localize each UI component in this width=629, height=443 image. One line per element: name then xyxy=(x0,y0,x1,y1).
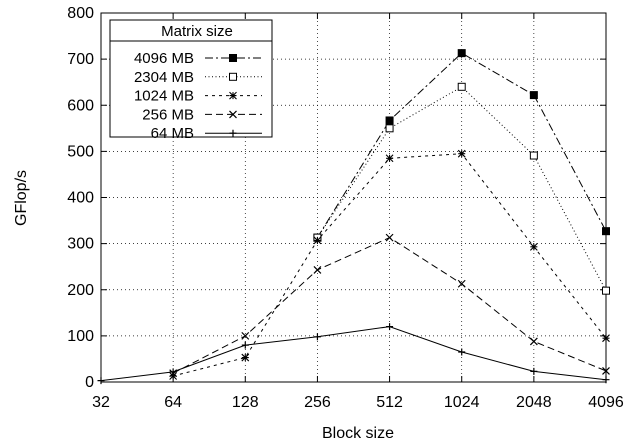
series-line xyxy=(172,153,607,377)
data-point xyxy=(457,82,466,91)
data-point xyxy=(457,279,466,288)
data-point xyxy=(602,286,610,295)
y-tick-label: 700 xyxy=(67,51,94,68)
y-tick-label: 400 xyxy=(67,190,94,207)
data-point xyxy=(385,154,394,163)
y-axis-title: GFlop/s xyxy=(13,170,30,226)
series-lines xyxy=(97,49,610,385)
legend-box xyxy=(109,19,273,138)
series-line xyxy=(100,326,607,382)
x-axis-title: Block size xyxy=(322,425,394,442)
series-64-mb xyxy=(97,323,610,385)
x-tick-label: 64 xyxy=(164,394,182,411)
data-point xyxy=(241,353,250,362)
x-tick-label: 1024 xyxy=(444,394,480,411)
axes: 0 100 200 300 400 500 600 700 800 32 64 128 256 512 10… xyxy=(67,5,624,411)
x-tick-label: 2048 xyxy=(516,394,552,411)
x-tick-label: 256 xyxy=(304,394,331,411)
y-tick-label: 300 xyxy=(67,236,94,253)
data-point xyxy=(530,367,538,375)
data-point xyxy=(529,91,538,100)
data-point xyxy=(169,372,178,380)
data-point xyxy=(458,348,466,356)
data-point xyxy=(313,265,322,274)
legend-label: 4096 MB xyxy=(134,50,194,67)
series-1024-mb xyxy=(169,149,610,380)
y-tick-label: 100 xyxy=(67,328,94,345)
x-tick-label: 512 xyxy=(376,394,403,411)
data-point xyxy=(602,376,610,384)
data-point xyxy=(229,54,237,62)
data-point xyxy=(385,124,394,133)
data-point xyxy=(229,72,237,81)
legend-label: 2304 MB xyxy=(134,69,194,86)
data-point xyxy=(169,368,177,376)
data-point xyxy=(385,116,394,125)
y-tick-label: 500 xyxy=(67,143,94,160)
data-point xyxy=(313,236,322,245)
data-point xyxy=(241,331,250,340)
data-point xyxy=(385,233,394,242)
data-point xyxy=(241,341,249,349)
x-tick-label: 4096 xyxy=(588,394,624,411)
legend-label: 1024 MB xyxy=(134,88,194,105)
y-tick-label: 200 xyxy=(67,282,94,299)
data-point xyxy=(229,91,237,100)
series-2304-mb xyxy=(313,82,610,295)
y-tick-label: 800 xyxy=(67,5,94,22)
data-point xyxy=(602,227,610,236)
data-point xyxy=(457,49,466,58)
legend-label: 256 MB xyxy=(142,106,194,123)
data-point xyxy=(229,129,237,137)
data-point xyxy=(313,333,321,341)
x-tick-label: 32 xyxy=(92,394,110,411)
data-point xyxy=(386,323,394,331)
data-point xyxy=(529,242,538,251)
data-point xyxy=(529,337,538,346)
data-point xyxy=(97,377,105,385)
y-tick-label: 0 xyxy=(85,374,94,391)
y-tick-label: 600 xyxy=(67,97,94,114)
data-point xyxy=(229,110,237,119)
x-tick-label: 128 xyxy=(232,394,259,411)
data-point xyxy=(602,334,610,343)
legend-title: Matrix size xyxy=(161,23,233,40)
data-point xyxy=(529,151,538,160)
data-point xyxy=(602,367,610,375)
data-point xyxy=(457,149,466,158)
legend-label: 64 MB xyxy=(151,125,194,142)
